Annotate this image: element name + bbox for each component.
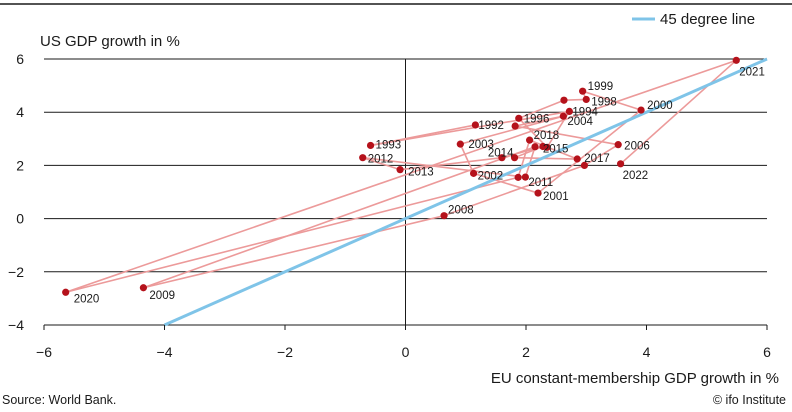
- x-tick-label: −6: [36, 344, 52, 360]
- data-point-2022: [617, 160, 624, 167]
- y-tick-label: 0: [16, 211, 24, 227]
- y-tick-label: 2: [16, 157, 24, 173]
- point-label-1993: 1993: [376, 139, 402, 151]
- y-tick-label: 4: [16, 104, 24, 120]
- reference-line-group: [165, 59, 768, 325]
- reference-line-45-degree: [165, 59, 768, 325]
- point-label-2017: 2017: [584, 153, 610, 165]
- point-label-2022: 2022: [623, 170, 649, 182]
- data-point-1998: [583, 96, 590, 103]
- data-point-2001: [534, 189, 541, 196]
- data-point-2018: [526, 137, 533, 144]
- data-point-2009: [140, 284, 147, 291]
- point-label-2015: 2015: [543, 144, 569, 156]
- point-label-2014: 2014: [488, 148, 514, 160]
- y-axis-title: US GDP growth in %: [40, 33, 180, 50]
- data-point-1996: [515, 115, 522, 122]
- data-point-2012: [359, 154, 366, 161]
- x-tick-label: 4: [643, 344, 651, 360]
- y-tick-label: −4: [8, 317, 24, 333]
- legend: 45 degree line: [632, 11, 755, 28]
- y-tick-label: 6: [16, 51, 24, 67]
- data-point-2019: [515, 174, 522, 181]
- data-point-2010: [531, 143, 538, 150]
- tick-labels: −4 −2 0 2 4 6 −6 −4 −2 0 2 4 6: [8, 51, 771, 360]
- x-tick-label: 6: [763, 344, 771, 360]
- point-label-2002: 2002: [478, 170, 504, 182]
- point-label-1999: 1999: [588, 81, 614, 93]
- x-axis-title: EU constant-membership GDP growth in %: [491, 370, 779, 387]
- data-point-2008: [440, 212, 447, 219]
- point-label-1998: 1998: [591, 96, 617, 108]
- source-note: Source: World Bank.: [2, 393, 116, 407]
- x-tick-label: 0: [402, 344, 410, 360]
- data-point-2000: [637, 106, 644, 113]
- y-tick-label: −2: [8, 264, 24, 280]
- connector-segment: [143, 147, 535, 288]
- data-point-2004: [560, 113, 567, 120]
- data-point-1993: [367, 142, 374, 149]
- scatter-chart: 1992199319941996199819992000200120022003…: [0, 0, 792, 392]
- point-label-2008: 2008: [448, 205, 474, 217]
- point-label-2000: 2000: [647, 100, 673, 112]
- point-label-1996: 1996: [524, 113, 550, 125]
- legend-label: 45 degree line: [660, 11, 755, 28]
- data-point-2003: [457, 141, 464, 148]
- x-tick-label: −4: [157, 344, 173, 360]
- data-point-2013: [396, 166, 403, 173]
- point-label-2011: 2011: [528, 177, 553, 189]
- connector-segment: [66, 177, 518, 292]
- point-label-1992: 1992: [478, 120, 504, 132]
- data-point-2021: [733, 57, 740, 64]
- data-point-1997: [560, 97, 567, 104]
- x-tick-label: 2: [522, 344, 530, 360]
- point-labels: 1992 1993 1994 1996 1998 1999 2000 2001 2002 2003…: [74, 66, 765, 305]
- data-point-2005: [512, 122, 519, 129]
- x-tick-label: −2: [277, 344, 293, 360]
- point-label-2001: 2001: [543, 191, 569, 203]
- point-label-2012: 2012: [368, 154, 394, 166]
- data-point-1999: [579, 88, 586, 95]
- data-point-2006: [615, 141, 622, 148]
- data-point-2017: [574, 155, 581, 162]
- connector-segment: [143, 216, 444, 288]
- credit-note: © ifo Institute: [713, 393, 786, 407]
- point-label-2013: 2013: [408, 167, 434, 179]
- point-label-2018: 2018: [534, 130, 560, 142]
- point-label-2006: 2006: [624, 141, 650, 153]
- data-point-2002: [470, 170, 477, 177]
- point-label-2009: 2009: [149, 290, 175, 302]
- point-label-2004: 2004: [567, 116, 593, 128]
- data-point-2020: [62, 289, 69, 296]
- point-label-2020: 2020: [74, 293, 100, 305]
- point-label-2021: 2021: [739, 66, 765, 78]
